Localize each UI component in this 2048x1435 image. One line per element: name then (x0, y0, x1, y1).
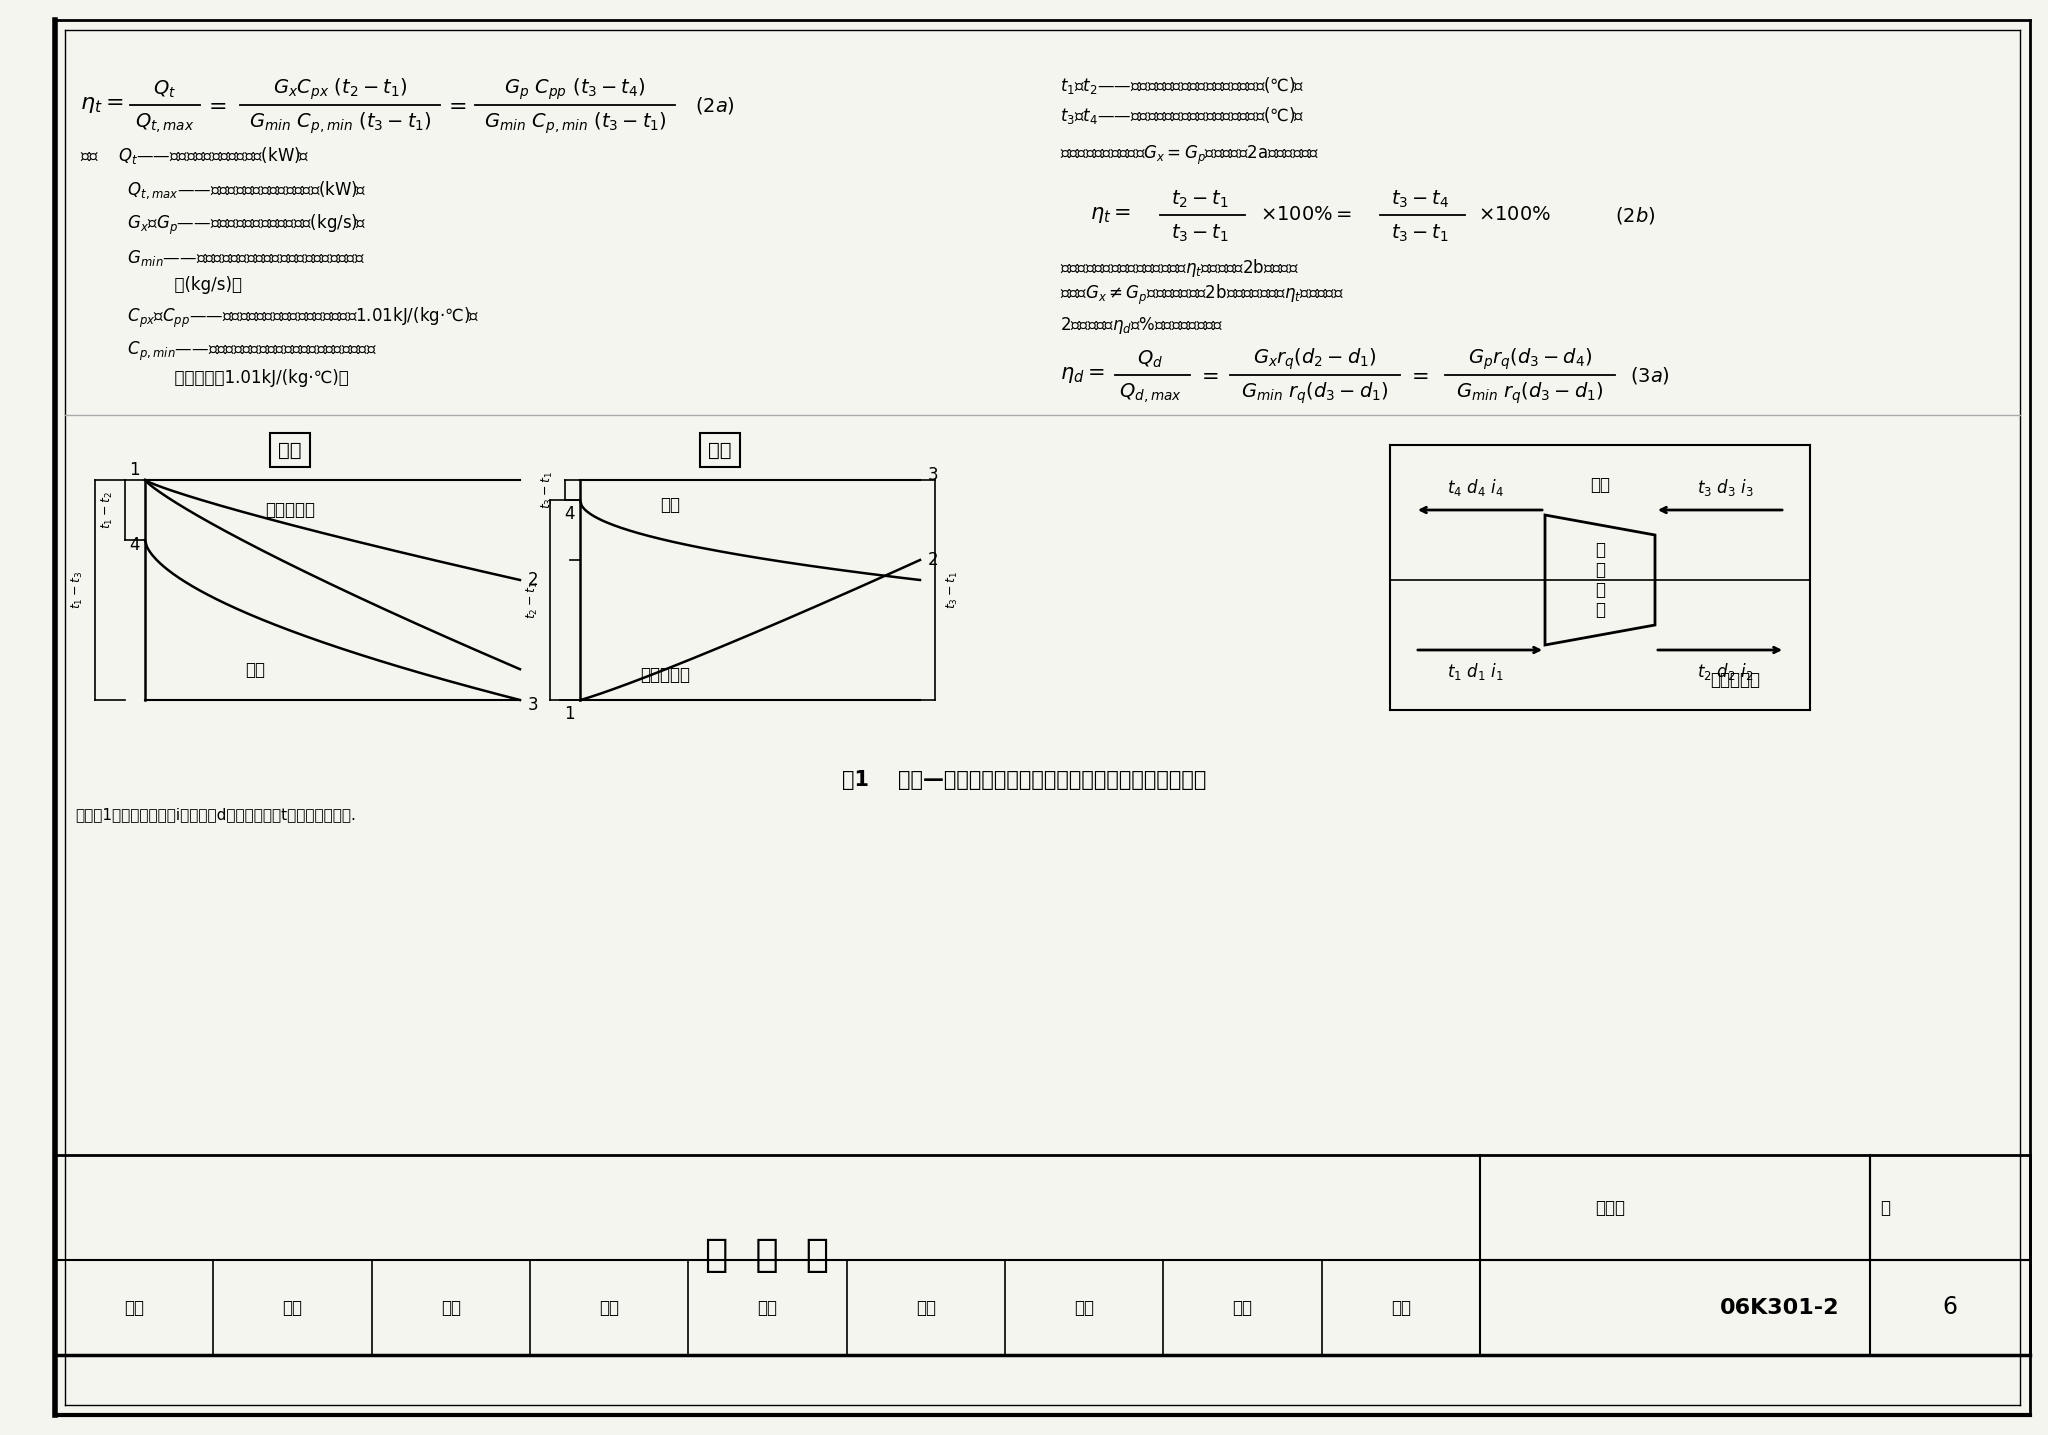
Text: $(3a)$: $(3a)$ (1630, 364, 1669, 386)
Text: 式中    $Q_t$——实际交换（传递）的热量(kW)；: 式中 $Q_t$——实际交换（传递）的热量(kW)； (80, 145, 309, 165)
Text: $Q_d$: $Q_d$ (1137, 349, 1163, 370)
Text: 页: 页 (1880, 1198, 1890, 1217)
Text: $G_p r_q(d_3-d_4)$: $G_p r_q(d_3-d_4)$ (1468, 346, 1591, 372)
Text: 夏季: 夏季 (279, 441, 301, 459)
Text: 新（送）风: 新（送）风 (639, 666, 690, 684)
Text: 3: 3 (528, 696, 539, 715)
Text: 器: 器 (1595, 601, 1606, 618)
Text: 2: 2 (528, 571, 539, 588)
Text: $Q_{t,max}$——最大可能交换（传递）的热量(kW)；: $Q_{t,max}$——最大可能交换（传递）的热量(kW)； (80, 179, 367, 201)
Text: $t_2-t_1$: $t_2-t_1$ (524, 581, 541, 618)
Text: 收: 收 (1595, 581, 1606, 598)
Text: $(2b)$: $(2b)$ (1616, 205, 1655, 225)
Text: 排风: 排风 (659, 497, 680, 514)
Text: $t_3$、$t_4$——排风进、出热回收装置（器）的温度(℃)。: $t_3$、$t_4$——排风进、出热回收装置（器）的温度(℃)。 (1061, 105, 1305, 125)
Text: 回: 回 (1595, 561, 1606, 578)
Text: $t_4\ d_4\ i_4$: $t_4\ d_4\ i_4$ (1446, 478, 1503, 498)
Text: 图集号: 图集号 (1595, 1198, 1624, 1217)
Text: 注：图1中送排风空气焓i和含湿量d的状态与温度t的状态标注相同.: 注：图1中送排风空气焓i和含湿量d的状态与温度t的状态标注相同. (76, 808, 356, 822)
Text: 热: 热 (1595, 541, 1606, 560)
Text: $Q_{d,max}$: $Q_{d,max}$ (1118, 382, 1182, 405)
Text: $t_3-t_1$: $t_3-t_1$ (1171, 222, 1229, 244)
Text: 6: 6 (1942, 1296, 1958, 1320)
Text: $G_{min}\ r_q(d_3-d_1)$: $G_{min}\ r_q(d_3-d_1)$ (1456, 380, 1604, 406)
Text: $\eta_d=$: $\eta_d=$ (1061, 364, 1104, 385)
Text: $\times 100\%$: $\times 100\%$ (1479, 205, 1550, 224)
Text: 季伟: 季伟 (1233, 1299, 1253, 1316)
Text: $G_x$、$G_p$——新风、排风的空气质量流量(kg/s)；: $G_x$、$G_p$——新风、排风的空气质量流量(kg/s)； (80, 212, 367, 237)
Text: $C_{p,min}$——新风、排风气流中，质量流量小的空气定压比: $C_{p,min}$——新风、排风气流中，质量流量小的空气定压比 (80, 340, 377, 363)
Text: $\eta_t=$: $\eta_t=$ (1090, 205, 1130, 225)
Text: $Q_t$: $Q_t$ (154, 79, 176, 99)
Text: $G_{min}$——新风、排风气流中，质量流量小的空气质量流: $G_{min}$——新风、排风气流中，质量流量小的空气质量流 (80, 248, 365, 268)
Text: 图1    空气—空气热回收装置（器）空气性能参数变化示意图: 图1 空气—空气热回收装置（器）空气性能参数变化示意图 (842, 771, 1206, 791)
Text: $=$: $=$ (203, 95, 225, 115)
Text: 校对: 校对 (600, 1299, 618, 1316)
Text: 周敏: 周敏 (758, 1299, 778, 1316)
Text: $t_3-t_4$: $t_3-t_4$ (1391, 188, 1450, 210)
Text: $=$: $=$ (1198, 364, 1219, 385)
Text: 总  说  明: 总 说 明 (705, 1236, 829, 1274)
Text: 当图集中未明确指出时，显热效率$\eta_t$均按公式（2b）进行计: 当图集中未明确指出时，显热效率$\eta_t$均按公式（2b）进行计 (1061, 257, 1298, 278)
Text: 3: 3 (928, 466, 938, 484)
Text: $t_3-t_1$: $t_3-t_1$ (541, 471, 555, 509)
Text: $t_3\ d_3\ i_3$: $t_3\ d_3\ i_3$ (1696, 478, 1753, 498)
Text: 4: 4 (565, 505, 575, 522)
Text: $G_{min}\ r_q(d_3-d_1)$: $G_{min}\ r_q(d_3-d_1)$ (1241, 380, 1389, 406)
Text: 审核: 审核 (125, 1299, 143, 1316)
Text: $t_1-t_3$: $t_1-t_3$ (70, 571, 86, 608)
Text: 冬季: 冬季 (709, 441, 731, 459)
Text: $t_1\ d_1\ i_1$: $t_1\ d_1\ i_1$ (1446, 662, 1503, 683)
Text: $=$: $=$ (444, 95, 467, 115)
Text: 2）潜热效率$\eta_d$（%）的计算公式为：: 2）潜热效率$\eta_d$（%）的计算公式为： (1061, 314, 1223, 336)
Text: 问友: 问友 (915, 1299, 936, 1316)
Text: 对空调热回收装置，当$G_x=G_p$时，公式（2a）可简化为：: 对空调热回收装置，当$G_x=G_p$时，公式（2a）可简化为： (1061, 144, 1319, 166)
Text: $t_3-t_1$: $t_3-t_1$ (1391, 222, 1448, 244)
Text: $=$: $=$ (1407, 364, 1430, 385)
Text: 设计: 设计 (1073, 1299, 1094, 1316)
Text: 热，一般取1.01kJ/(kg·℃)；: 热，一般取1.01kJ/(kg·℃)； (80, 369, 348, 387)
Text: $t_1$、$t_2$——新风进、出热回收装置（器）的温度(℃)；: $t_1$、$t_2$——新风进、出热回收装置（器）的温度(℃)； (1061, 75, 1305, 96)
Text: 签名: 签名 (1391, 1299, 1411, 1316)
Text: $G_x C_{px}\ (t_2-t_1)$: $G_x C_{px}\ (t_2-t_1)$ (272, 76, 408, 102)
Text: $C_{px}$、$C_{pp}$——新风、排风空气的定压比热，一般取1.01kJ/(kg·℃)；: $C_{px}$、$C_{pp}$——新风、排风空气的定压比热，一般取1.01k… (80, 306, 479, 330)
Text: $G_p\ C_{pp}\ (t_3-t_4)$: $G_p\ C_{pp}\ (t_3-t_4)$ (504, 76, 645, 102)
Text: $G_{min}\ C_{p,min}\ (t_3-t_1)$: $G_{min}\ C_{p,min}\ (t_3-t_1)$ (483, 110, 666, 136)
Text: $Q_{t,max}$: $Q_{t,max}$ (135, 110, 195, 135)
Text: 上诗: 上诗 (440, 1299, 461, 1316)
Text: 新（送）风: 新（送）风 (1710, 672, 1759, 689)
Text: $(2a)$: $(2a)$ (694, 95, 735, 115)
Text: $G_x r_q(d_2-d_1)$: $G_x r_q(d_2-d_1)$ (1253, 346, 1376, 372)
Text: 新（送）风: 新（送）风 (264, 501, 315, 519)
Text: $t_2\ d_2\ i_2$: $t_2\ d_2\ i_2$ (1696, 662, 1753, 683)
Text: $t_1-t_2$: $t_1-t_2$ (100, 491, 115, 530)
Text: 算；当$G_x\neq G_p$时，应对公式（2b）中的显热效率$\eta_t$进行修正。: 算；当$G_x\neq G_p$时，应对公式（2b）中的显热效率$\eta_t$… (1061, 283, 1343, 307)
Text: $t_2-t_1$: $t_2-t_1$ (1171, 188, 1229, 210)
Text: $G_{min}\ C_{p,min}\ (t_3-t_1)$: $G_{min}\ C_{p,min}\ (t_3-t_1)$ (248, 110, 432, 136)
Text: 1: 1 (129, 461, 139, 479)
Text: $\eta_t=$: $\eta_t=$ (80, 95, 123, 115)
Text: 1: 1 (565, 705, 575, 723)
Text: $t_3-t_1$: $t_3-t_1$ (944, 571, 961, 608)
Text: 王谦: 王谦 (283, 1299, 303, 1316)
Text: 排风: 排风 (246, 662, 264, 679)
Text: 量(kg/s)；: 量(kg/s)； (80, 276, 242, 294)
Text: 2: 2 (928, 551, 938, 570)
Text: 排风: 排风 (1589, 476, 1610, 494)
Text: $\times 100\%=$: $\times 100\%=$ (1260, 205, 1352, 224)
Text: 06K301-2: 06K301-2 (1720, 1297, 1839, 1317)
Text: 4: 4 (129, 537, 139, 554)
